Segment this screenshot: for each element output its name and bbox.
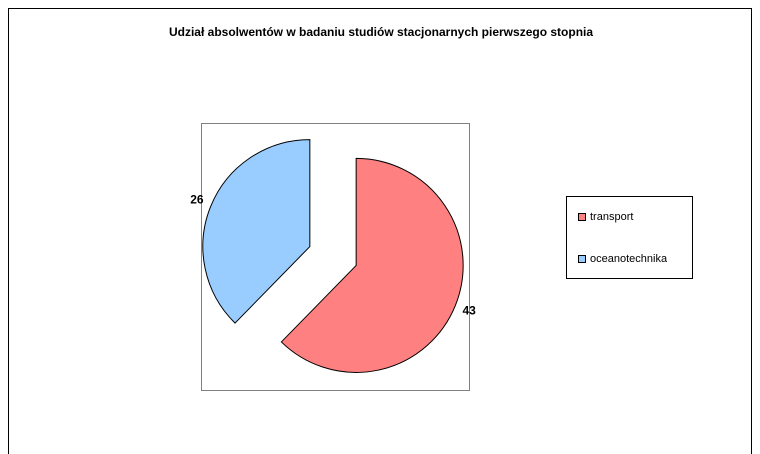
- chart-title: Udział absolwentów w badaniu studiów sta…: [169, 25, 593, 39]
- legend-swatch: [578, 213, 586, 221]
- data-label: 26: [190, 193, 204, 207]
- pie-slice: [202, 139, 311, 324]
- legend-swatch: [578, 255, 586, 263]
- legend-label: oceanotechnika: [590, 253, 668, 265]
- data-label: 43: [462, 304, 476, 318]
- pie-slice: [280, 157, 464, 373]
- legend-label: transport: [590, 211, 633, 223]
- legend-box: [566, 196, 693, 279]
